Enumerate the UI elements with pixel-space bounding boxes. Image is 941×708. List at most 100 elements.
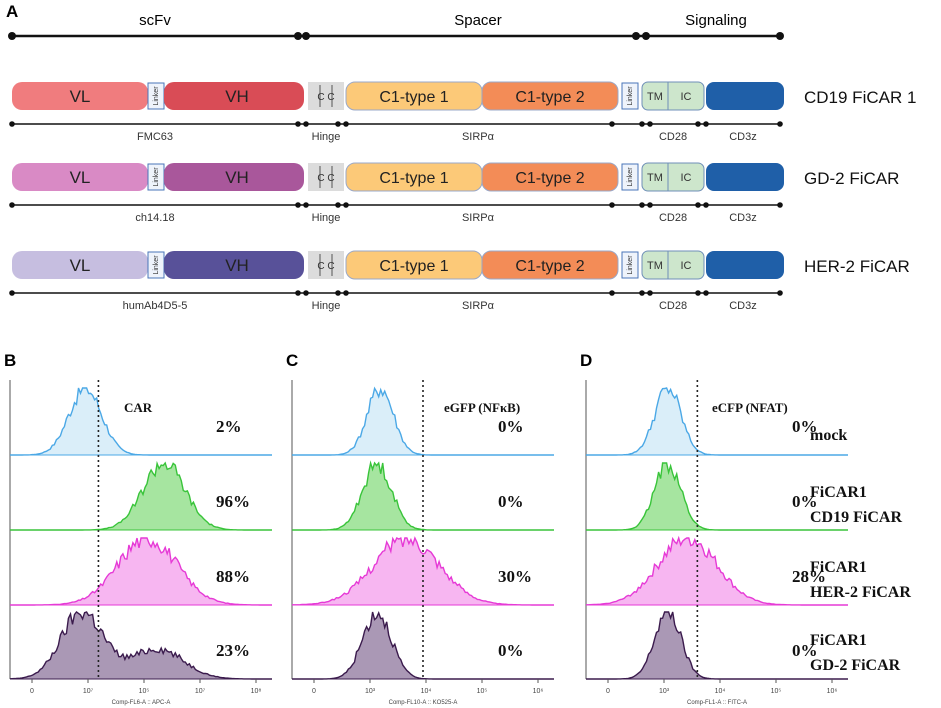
vl-domain: [12, 163, 148, 191]
annotation-dot: [295, 121, 301, 127]
annotation-dot: [777, 290, 783, 296]
hinge-label: Hinge: [312, 212, 341, 224]
x-tick-label: 10⁴: [715, 688, 726, 695]
annotation-dot: [9, 121, 15, 127]
legend-line2: CD19 FiCAR: [810, 509, 902, 526]
panel-letter: B: [4, 351, 16, 370]
linker-label: Linker: [153, 86, 160, 106]
cd3z-domain: [706, 163, 784, 191]
cd28-label: CD28: [659, 131, 687, 143]
histogram-fill-cd19: [292, 463, 554, 530]
percent-label: 28%: [792, 567, 826, 586]
cc-label: C C: [317, 261, 334, 272]
vl-label: VL: [70, 168, 91, 187]
hinge-label: Hinge: [312, 131, 341, 143]
percent-label: 2%: [216, 417, 242, 436]
x-tick-label: 10³: [365, 688, 376, 695]
annotation-dot: [9, 202, 15, 208]
c1-type2-label: C1-type 2: [515, 258, 584, 275]
percent-label: 0%: [498, 641, 524, 660]
linker-label: Linker: [627, 255, 634, 275]
vl-domain: [12, 82, 148, 110]
annotation-dot: [703, 290, 709, 296]
panel-title: eGFP (NFκB): [444, 400, 520, 415]
cd3z-label: CD3z: [729, 212, 757, 224]
percent-label: 23%: [216, 641, 250, 660]
x-tick-label: 10⁸: [251, 688, 262, 695]
annotation-dot: [303, 121, 309, 127]
section-spacer: Spacer: [454, 12, 502, 29]
annotation-dot: [295, 202, 301, 208]
legend-line2: HER-2 FiCAR: [810, 584, 911, 601]
x-tick-label: 0: [312, 688, 316, 695]
construct-1: VL Linker VH C C C1-type 1 C1-type 2 Linker TM I…: [9, 81, 916, 143]
x-tick-label: 10⁴: [421, 688, 432, 695]
percent-label: 0%: [792, 641, 818, 660]
annotation-dot: [695, 121, 701, 127]
legend-entry: mock: [810, 427, 847, 444]
x-tick-label: 10⁵: [771, 688, 782, 695]
tm-ic-domain: [641, 250, 705, 280]
legend-line2: GD-2 FiCAR: [810, 657, 901, 674]
x-axis-label: Comp-FL6-A :: APC-A: [112, 700, 171, 706]
vh-label: VH: [225, 87, 249, 106]
section-signaling: Signaling: [685, 12, 747, 29]
x-tick-label: 10⁷: [83, 688, 94, 695]
annotation-dot: [639, 202, 645, 208]
histogram-line-gd2: [9, 611, 272, 680]
linker-label: Linker: [627, 167, 634, 187]
cd28-label: CD28: [659, 300, 687, 312]
section-bar: [8, 32, 784, 40]
annotation-dot: [335, 290, 341, 296]
cd3z-domain: [706, 82, 784, 110]
legend-entry: FiCAR1 HER-2 FiCAR: [810, 559, 911, 601]
vl-label: VL: [70, 87, 91, 106]
sirp-label: SIRPα: [462, 212, 495, 224]
annotation-dot: [647, 121, 653, 127]
annotation-dot: [609, 121, 615, 127]
construct-3: VL Linker VH C C C1-type 1 C1-type 2 Linker TM I…: [9, 250, 910, 312]
x-tick-label: 0: [30, 688, 34, 695]
annotation-dot: [343, 202, 349, 208]
vh-domain: [164, 82, 304, 110]
sirp-label: SIRPα: [462, 300, 495, 312]
x-tick-label: 10⁶: [533, 688, 544, 695]
annotation-dot: [609, 290, 615, 296]
annotation-dot: [695, 290, 701, 296]
panel-letter: D: [580, 351, 592, 370]
percent-label: 96%: [216, 492, 250, 511]
ic-label: IC: [681, 260, 692, 272]
construct-name: HER-2 FiCAR: [804, 257, 910, 276]
flow-panel-B: B 2% 96% 88% 23% CAR 0 10⁷ 10⁵ 10⁷ 10⁸ Comp-FL6-A :…: [4, 351, 272, 706]
linker-label: Linker: [153, 255, 160, 275]
scfv-antibody-label: humAb4D5-5: [123, 300, 188, 312]
x-tick-label: 0: [606, 688, 610, 695]
vh-domain: [164, 163, 304, 191]
annotation-dot: [647, 202, 653, 208]
c1-type1-label: C1-type 1: [379, 89, 448, 106]
cc-label: C C: [317, 173, 334, 184]
annotation-dot: [609, 202, 615, 208]
vh-label: VH: [225, 256, 249, 275]
x-tick-label: 10⁵: [477, 688, 488, 695]
legend-entry: FiCAR1 CD19 FiCAR: [810, 484, 902, 526]
x-tick-label: 10⁶: [827, 688, 838, 695]
flow-panel-D: D 0% 0% 28% 0% eCFP (NFAT) 0 10³ 10⁴ 10⁵ 10⁶ Comp-F…: [580, 351, 848, 706]
histogram-fill-cd19: [586, 463, 848, 530]
legend-entry: FiCAR1 GD-2 FiCAR: [810, 632, 901, 674]
histogram-fill-mock: [10, 388, 272, 455]
linker-label: Linker: [627, 86, 634, 106]
vl-label: VL: [70, 256, 91, 275]
cd3z-label: CD3z: [729, 131, 757, 143]
c1-type2-domain: [481, 162, 619, 192]
annotation-dot: [639, 121, 645, 127]
linker-box: [621, 251, 639, 279]
annotation-dot: [695, 202, 701, 208]
percent-label: 30%: [498, 567, 532, 586]
histogram-fill-gd2: [10, 612, 272, 679]
sirp-label: SIRPα: [462, 131, 495, 143]
histogram-fill-her2: [10, 538, 272, 605]
annotation-dot: [703, 121, 709, 127]
